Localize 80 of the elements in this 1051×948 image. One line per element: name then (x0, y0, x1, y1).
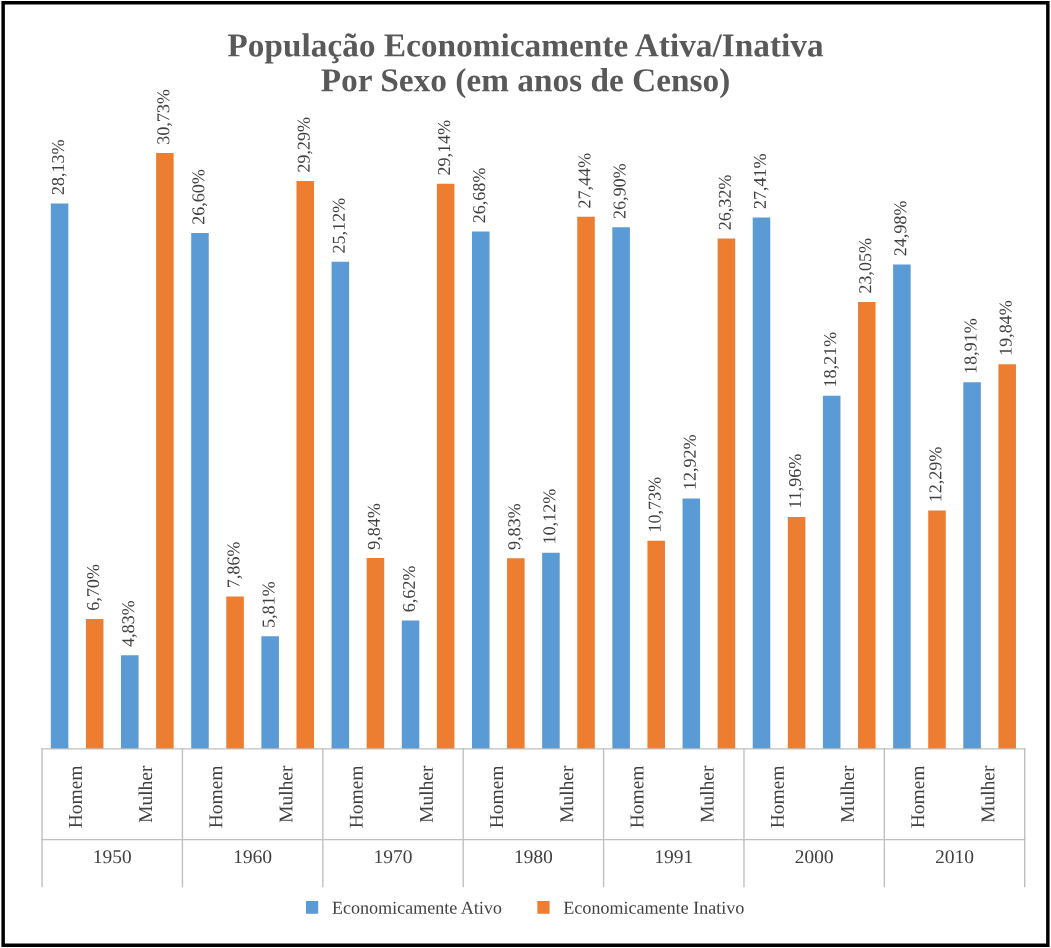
bar (717, 238, 736, 749)
bar (85, 619, 104, 749)
bar (682, 498, 701, 749)
chart-title: População Economicamente Ativa/Inativa Por Sexo (em anos de Censo) (227, 33, 824, 99)
text: 1960 (234, 850, 272, 864)
data-label: 11,96% (788, 454, 804, 508)
x-tick-label: Homem (771, 765, 784, 828)
text: 1991 (656, 850, 693, 864)
bar (401, 620, 420, 749)
data-label: 6,70% (87, 564, 102, 610)
data-label: 26,32% (718, 175, 734, 230)
bar (893, 264, 911, 749)
text: 2000 (795, 850, 833, 864)
text: 1980 (515, 850, 553, 864)
bar (752, 217, 771, 749)
x-tick-label: Mulher (980, 765, 995, 823)
data-label: 28,13% (51, 140, 67, 195)
data-label: 30,73% (157, 89, 172, 144)
bar (296, 180, 315, 749)
text: 1950 (94, 850, 131, 864)
x-tick-label: Mulher (278, 765, 293, 823)
data-label: 7,86% (227, 542, 243, 587)
data-label: 10,73% (648, 477, 664, 531)
bar (787, 517, 806, 749)
bar (612, 227, 630, 749)
bar (121, 655, 139, 749)
bar (331, 261, 350, 749)
bar (822, 395, 841, 749)
data-label: 24,98% (894, 201, 910, 256)
legend-label: Economicamente Ativo (332, 901, 502, 914)
data-label: 9,84% (367, 503, 383, 550)
x-tick-label: Homem (490, 765, 504, 828)
bar (471, 231, 490, 749)
data-label: 10,12% (543, 489, 559, 543)
data-label: 29,14% (437, 120, 453, 175)
data-label: 23,05% (859, 238, 874, 293)
x-tick-label: Homem (630, 765, 644, 828)
x-tick-label: Mulher (419, 765, 433, 823)
x-tick-label: Homem (911, 765, 925, 828)
x-tick-label: Mulher (559, 765, 574, 823)
x-tick-label: Mulher (138, 765, 153, 823)
data-label: 25,12% (332, 198, 348, 253)
bar (928, 510, 946, 749)
bar (156, 153, 174, 749)
bar (366, 558, 385, 749)
x-tick-label: Mulher (840, 765, 855, 823)
x-tick-label: Mulher (700, 765, 714, 823)
bar (963, 382, 981, 749)
data-label: 19,84% (999, 300, 1015, 355)
data-label: 12,29% (929, 447, 945, 501)
data-label: 27,41% (753, 154, 769, 209)
x-tick-label: Homem (209, 765, 223, 828)
bar (50, 203, 69, 749)
bar (226, 596, 244, 749)
x-tick-label: Homem (69, 765, 82, 828)
bar (436, 183, 455, 749)
data-label: 26,90% (613, 163, 629, 219)
text: 2010 (935, 850, 974, 864)
text: 1970 (375, 850, 412, 864)
x-tick-label: Homem (349, 765, 363, 828)
bar (191, 233, 209, 749)
data-label: 6,62% (402, 566, 418, 612)
data-label: 27,44% (578, 153, 594, 208)
bar (507, 558, 525, 749)
data-label: 18,91% (964, 318, 980, 373)
data-label: 12,92% (683, 435, 699, 489)
data-label: 4,83% (122, 600, 137, 647)
bar (998, 364, 1016, 749)
data-label: 29,29% (297, 117, 313, 172)
bar (261, 636, 279, 749)
bar (542, 552, 560, 749)
data-label: 9,83% (508, 503, 523, 550)
bar (577, 216, 595, 749)
data-label: 5,81% (262, 581, 278, 627)
data-label: 26,60% (192, 169, 208, 224)
data-label: 18,21% (824, 332, 839, 386)
bar (647, 540, 665, 749)
bar (858, 301, 876, 749)
legend-label: Economicamente Inativo (563, 901, 744, 914)
data-label: 26,68% (473, 168, 488, 223)
